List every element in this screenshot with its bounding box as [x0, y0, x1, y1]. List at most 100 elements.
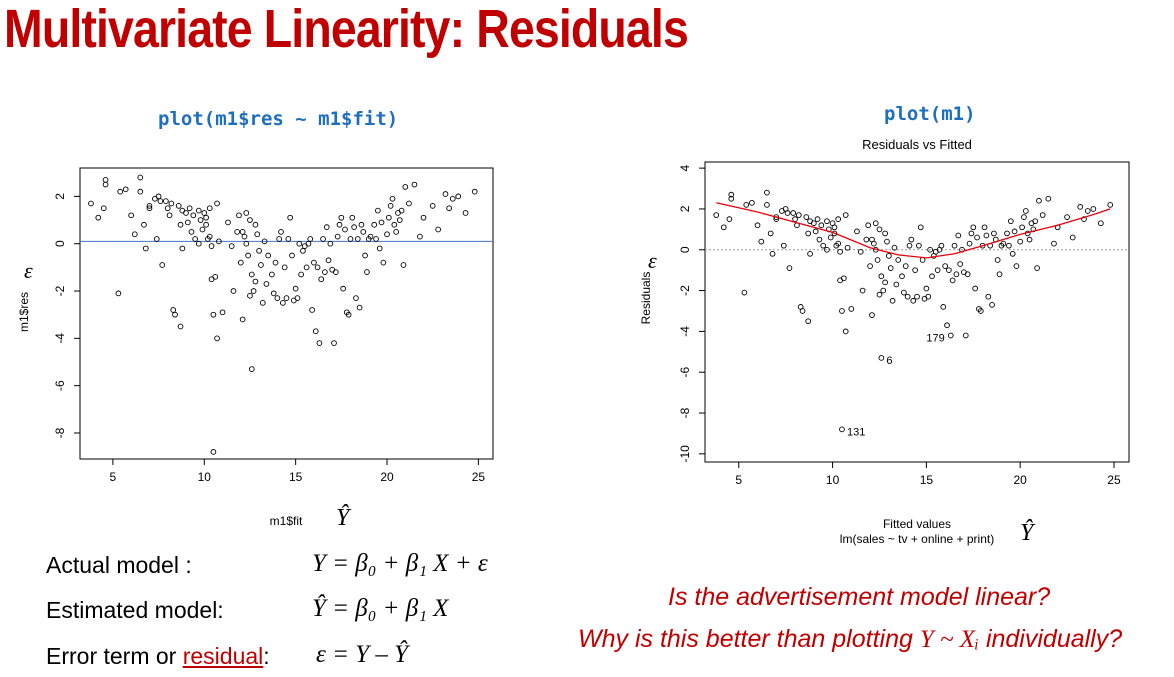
data-point: [166, 212, 173, 219]
data-point: [248, 366, 255, 372]
data-point: [754, 222, 761, 229]
actual-model-label: Actual model :: [46, 552, 192, 578]
data-point: [371, 221, 378, 228]
data-point: [876, 291, 883, 298]
data-point: [208, 243, 215, 249]
data-point: [893, 281, 900, 288]
data-point: [195, 240, 202, 247]
data-point: [318, 276, 325, 283]
data-point: [914, 293, 920, 300]
data-point: [827, 234, 834, 241]
data-point: [183, 210, 189, 216]
data-point: [891, 244, 898, 251]
data-point: [141, 221, 147, 228]
data-point: [206, 205, 213, 212]
data-point: [219, 309, 226, 316]
data-point: [356, 304, 363, 311]
data-point: [899, 273, 905, 280]
data-point: [780, 242, 787, 249]
data-point: [979, 242, 986, 249]
data-point: [1090, 206, 1097, 212]
data-point: [842, 212, 849, 218]
data-point: [1004, 230, 1010, 237]
data-point: [887, 265, 894, 271]
data-point: [309, 307, 315, 313]
estimated-model-equation: Ŷ = β₀ + β₁ X: [312, 595, 449, 622]
data-point: [214, 200, 220, 207]
error-term-prefix: Error term or: [46, 643, 183, 669]
data-point: [153, 236, 160, 242]
data-point: [146, 205, 153, 212]
data-point: [411, 181, 418, 188]
data-point: [342, 226, 348, 233]
data-point: [895, 257, 902, 263]
data-point: [320, 236, 326, 242]
data-point: [360, 229, 367, 235]
data-point: [1009, 250, 1016, 257]
data-point: [122, 186, 129, 193]
data-point: [912, 267, 918, 274]
error-term-suffix: :: [263, 643, 270, 669]
error-term-label: Error term or residual:: [46, 643, 270, 670]
data-point: [367, 233, 374, 240]
data-point: [996, 271, 1003, 278]
data-point: [810, 220, 817, 227]
data-point: [322, 269, 328, 275]
data-point: [186, 205, 193, 212]
data-point: [927, 246, 933, 253]
data-point: [882, 279, 888, 286]
data-point: [168, 200, 175, 207]
data-point: [376, 245, 383, 252]
data-point: [769, 250, 776, 257]
data-point: [837, 248, 843, 255]
x-tick-label: 25: [472, 470, 486, 484]
data-point: [790, 210, 797, 216]
data-point: [429, 203, 436, 209]
data-point: [289, 252, 295, 259]
data-point: [874, 257, 881, 263]
y-tick-label: 0: [53, 240, 67, 247]
data-point: [799, 308, 806, 314]
x-axis-sublabel: lm(sales ~ tv + online + print): [840, 532, 994, 546]
data-point: [972, 285, 979, 292]
data-point: [100, 205, 107, 212]
data-point: [117, 188, 124, 195]
data-point: [163, 198, 169, 204]
data-point: [210, 311, 217, 318]
data-point: [940, 304, 947, 310]
data-point: [292, 285, 299, 292]
data-point: [1034, 265, 1040, 271]
data-point: [966, 240, 973, 247]
y-tick-label: 4: [678, 164, 692, 171]
left-epsilon-symbol: ε: [24, 258, 33, 283]
data-point: [250, 288, 257, 294]
data-point: [942, 263, 948, 269]
data-point: [970, 224, 977, 231]
data-point: [839, 426, 845, 433]
data-point: [203, 221, 209, 228]
data-point: [876, 226, 883, 233]
question-why-before: Why is this better than plotting: [578, 625, 920, 653]
data-point: [340, 285, 347, 292]
question-why-math: Y ~ Xᵢ: [919, 626, 979, 653]
data-point: [362, 252, 368, 259]
data-point: [831, 230, 838, 237]
slide-title: Multivariate Linearity: Residuals: [4, 0, 689, 59]
data-point: [741, 289, 748, 296]
residual-link[interactable]: residual: [182, 643, 264, 669]
data-point: [192, 236, 198, 242]
x-tick-label: 15: [920, 473, 934, 487]
y-tick-label: -8: [678, 407, 692, 418]
data-point: [916, 242, 922, 249]
data-point: [252, 221, 259, 228]
data-point: [261, 238, 268, 245]
data-point: [142, 245, 149, 252]
data-point: [807, 250, 813, 257]
left-yhat-symbol: Ŷ: [336, 505, 350, 531]
data-point: [155, 193, 162, 200]
x-tick-label: 25: [1107, 473, 1121, 487]
data-point: [265, 252, 272, 259]
data-point: [435, 226, 442, 233]
data-point: [865, 222, 872, 229]
y-tick-label: -8: [53, 427, 67, 438]
